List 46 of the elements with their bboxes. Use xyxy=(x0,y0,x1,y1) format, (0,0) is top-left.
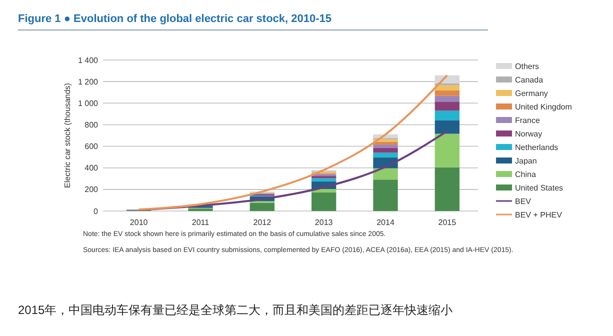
y-tick-label: 200 xyxy=(84,185,99,194)
legend-label: Others xyxy=(515,62,540,71)
text: 2015年，中国电动车保有量已经是全球第二大，而且和美国的差距已逐年快速缩小 xyxy=(18,303,453,317)
y-tick-label: 800 xyxy=(84,120,99,130)
legend-label: United States xyxy=(515,183,564,192)
y-tick-label: 0 xyxy=(94,206,99,216)
x-tick-label: 2012 xyxy=(253,218,272,227)
legend-label: Japan xyxy=(515,156,537,166)
legend-label: BEV xyxy=(515,196,532,206)
bar xyxy=(373,142,398,145)
y-axis-title: Electric car stock (thousands) xyxy=(63,82,72,188)
chart-title: Figure 1 ● Evolution of the global electric car stock, 2010-15 xyxy=(18,13,332,25)
x-tick-label: 2011 xyxy=(192,218,210,227)
legend-label: BEV + PHEV xyxy=(515,210,563,220)
bar xyxy=(434,96,460,102)
x-tick-label: 2014 xyxy=(376,218,395,227)
legend-label: Canada xyxy=(515,75,544,84)
x-tick-label: 2010 xyxy=(130,218,148,227)
bar xyxy=(312,178,336,182)
bar xyxy=(434,90,460,96)
y-tick-label: 600 xyxy=(84,142,99,152)
legend-label: Norway xyxy=(515,129,542,138)
bar xyxy=(312,192,336,211)
y-tick-label: 1 400 xyxy=(78,56,99,65)
y-tick-label: 1 200 xyxy=(78,77,99,86)
x-tick-label: 2013 xyxy=(314,218,334,227)
legend-label: France xyxy=(515,116,540,125)
bar xyxy=(250,202,274,211)
bar xyxy=(434,167,460,211)
legend-label: Germany xyxy=(515,88,548,98)
bar xyxy=(434,134,460,168)
bar xyxy=(373,152,398,158)
legend-label: China xyxy=(515,170,536,179)
bar xyxy=(434,85,460,91)
y-tick-label: 1 000 xyxy=(78,98,99,108)
x-tick-label: 2015 xyxy=(438,218,457,227)
bar xyxy=(434,102,460,111)
bar xyxy=(373,180,398,211)
y-tick-label: 400 xyxy=(84,164,99,173)
bar xyxy=(434,110,460,120)
bar xyxy=(373,168,398,180)
legend-label: Netherlands xyxy=(515,142,558,152)
bar xyxy=(434,120,460,134)
bar xyxy=(373,148,398,153)
bar xyxy=(373,144,398,148)
legend-label: United Kingdom xyxy=(515,102,572,112)
